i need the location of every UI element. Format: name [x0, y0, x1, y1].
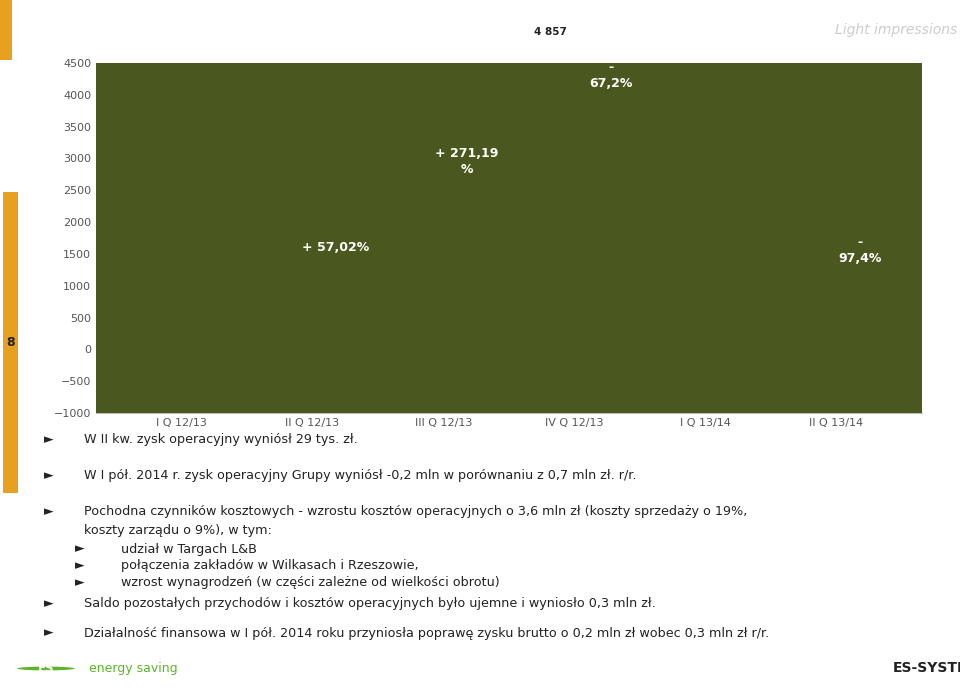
Text: ►: ► — [75, 576, 84, 589]
Bar — [574, 248, 621, 349]
Text: ►: ► — [44, 469, 54, 482]
Text: wzrost wynagrodzeń (w części zależne od wielkości obrotu): wzrost wynagrodzeń (w części zależne od … — [121, 576, 499, 589]
Text: ►: ► — [75, 559, 84, 573]
Text: 1 107: 1 107 — [797, 265, 829, 275]
Bar — [527, 41, 574, 349]
Bar — [312, 279, 359, 349]
Text: ES-SYSTEM: ES-SYSTEM — [893, 662, 960, 676]
Text: 705: 705 — [277, 291, 300, 301]
Ellipse shape — [310, 0, 960, 700]
Text: 1 592: 1 592 — [582, 234, 614, 244]
Text: -
97,4%: - 97,4% — [838, 236, 881, 265]
Circle shape — [17, 666, 75, 671]
Text: udział w Targach L&B: udział w Targach L&B — [121, 542, 256, 556]
Text: -429: -429 — [192, 380, 218, 390]
Bar — [789, 279, 836, 349]
Text: ►: ► — [75, 542, 84, 556]
Text: Saldo pozostałych przychodów i kosztów operacyjnych było ujemne i wyniosło 0,3 m: Saldo pozostałych przychodów i kosztów o… — [84, 597, 656, 610]
Bar — [836, 347, 883, 349]
Text: ►: ► — [44, 505, 54, 518]
Text: ►: ► — [44, 626, 54, 640]
Text: energy saving: energy saving — [89, 662, 178, 675]
Text: W I pół. 2014 r. zysk operacyjny Grupy wyniósł -0,2 mln w porównaniu z 0,7 mln z: W I pół. 2014 r. zysk operacyjny Grupy w… — [84, 469, 636, 482]
Bar — [396, 308, 444, 349]
Text: ►: ► — [44, 597, 54, 610]
Text: 8: 8 — [7, 336, 14, 349]
Bar — [659, 349, 706, 377]
Text: II kwartał już na plusie, perspektywa zysków  w II półroczu: II kwartał już na plusie, perspektywa zy… — [29, 19, 720, 41]
Text: 2 409: 2 409 — [450, 183, 483, 193]
Text: 649: 649 — [409, 295, 431, 304]
Bar — [3, 193, 18, 493]
Ellipse shape — [0, 0, 886, 700]
Text: Działalność finansowa w I pół. 2014 roku przyniosła poprawę zysku brutto o 0,2 m: Działalność finansowa w I pół. 2014 roku… — [84, 626, 769, 640]
Text: Pochodna czynników kosztowych - wzrostu kosztów operacyjnych o 3,6 mln zł (koszt: Pochodna czynników kosztowych - wzrostu … — [84, 505, 747, 518]
Text: koszty zarządu o 9%), w tym:: koszty zarządu o 9%), w tym: — [84, 524, 272, 537]
Text: -429: -429 — [669, 380, 695, 390]
Text: -615: -615 — [145, 392, 171, 402]
Text: -
67,2%: - 67,2% — [589, 61, 633, 90]
Text: połączenia zakładów w Wilkasach i Rzeszowie,: połączenia zakładów w Wilkasach i Rzeszo… — [121, 559, 419, 573]
Text: ►: ► — [44, 433, 54, 447]
Text: Light impressions: Light impressions — [835, 22, 957, 36]
Text: 1 107: 1 107 — [320, 265, 352, 275]
Text: 29: 29 — [852, 334, 867, 344]
Bar — [706, 349, 753, 364]
Text: + 271,19
%: + 271,19 % — [435, 147, 498, 176]
Bar — [0, 0, 12, 60]
Bar — [265, 304, 312, 349]
Text: -233: -233 — [716, 368, 742, 378]
Bar — [134, 349, 181, 389]
Text: ES: ES — [37, 662, 55, 675]
Text: 4 857: 4 857 — [535, 27, 567, 37]
Bar — [181, 349, 228, 377]
Text: + 57,02%: + 57,02% — [302, 241, 370, 254]
Bar — [444, 196, 491, 349]
Text: W II kw. zysk operacyjny wyniósł 29 tys. zł.: W II kw. zysk operacyjny wyniósł 29 tys.… — [84, 433, 358, 447]
